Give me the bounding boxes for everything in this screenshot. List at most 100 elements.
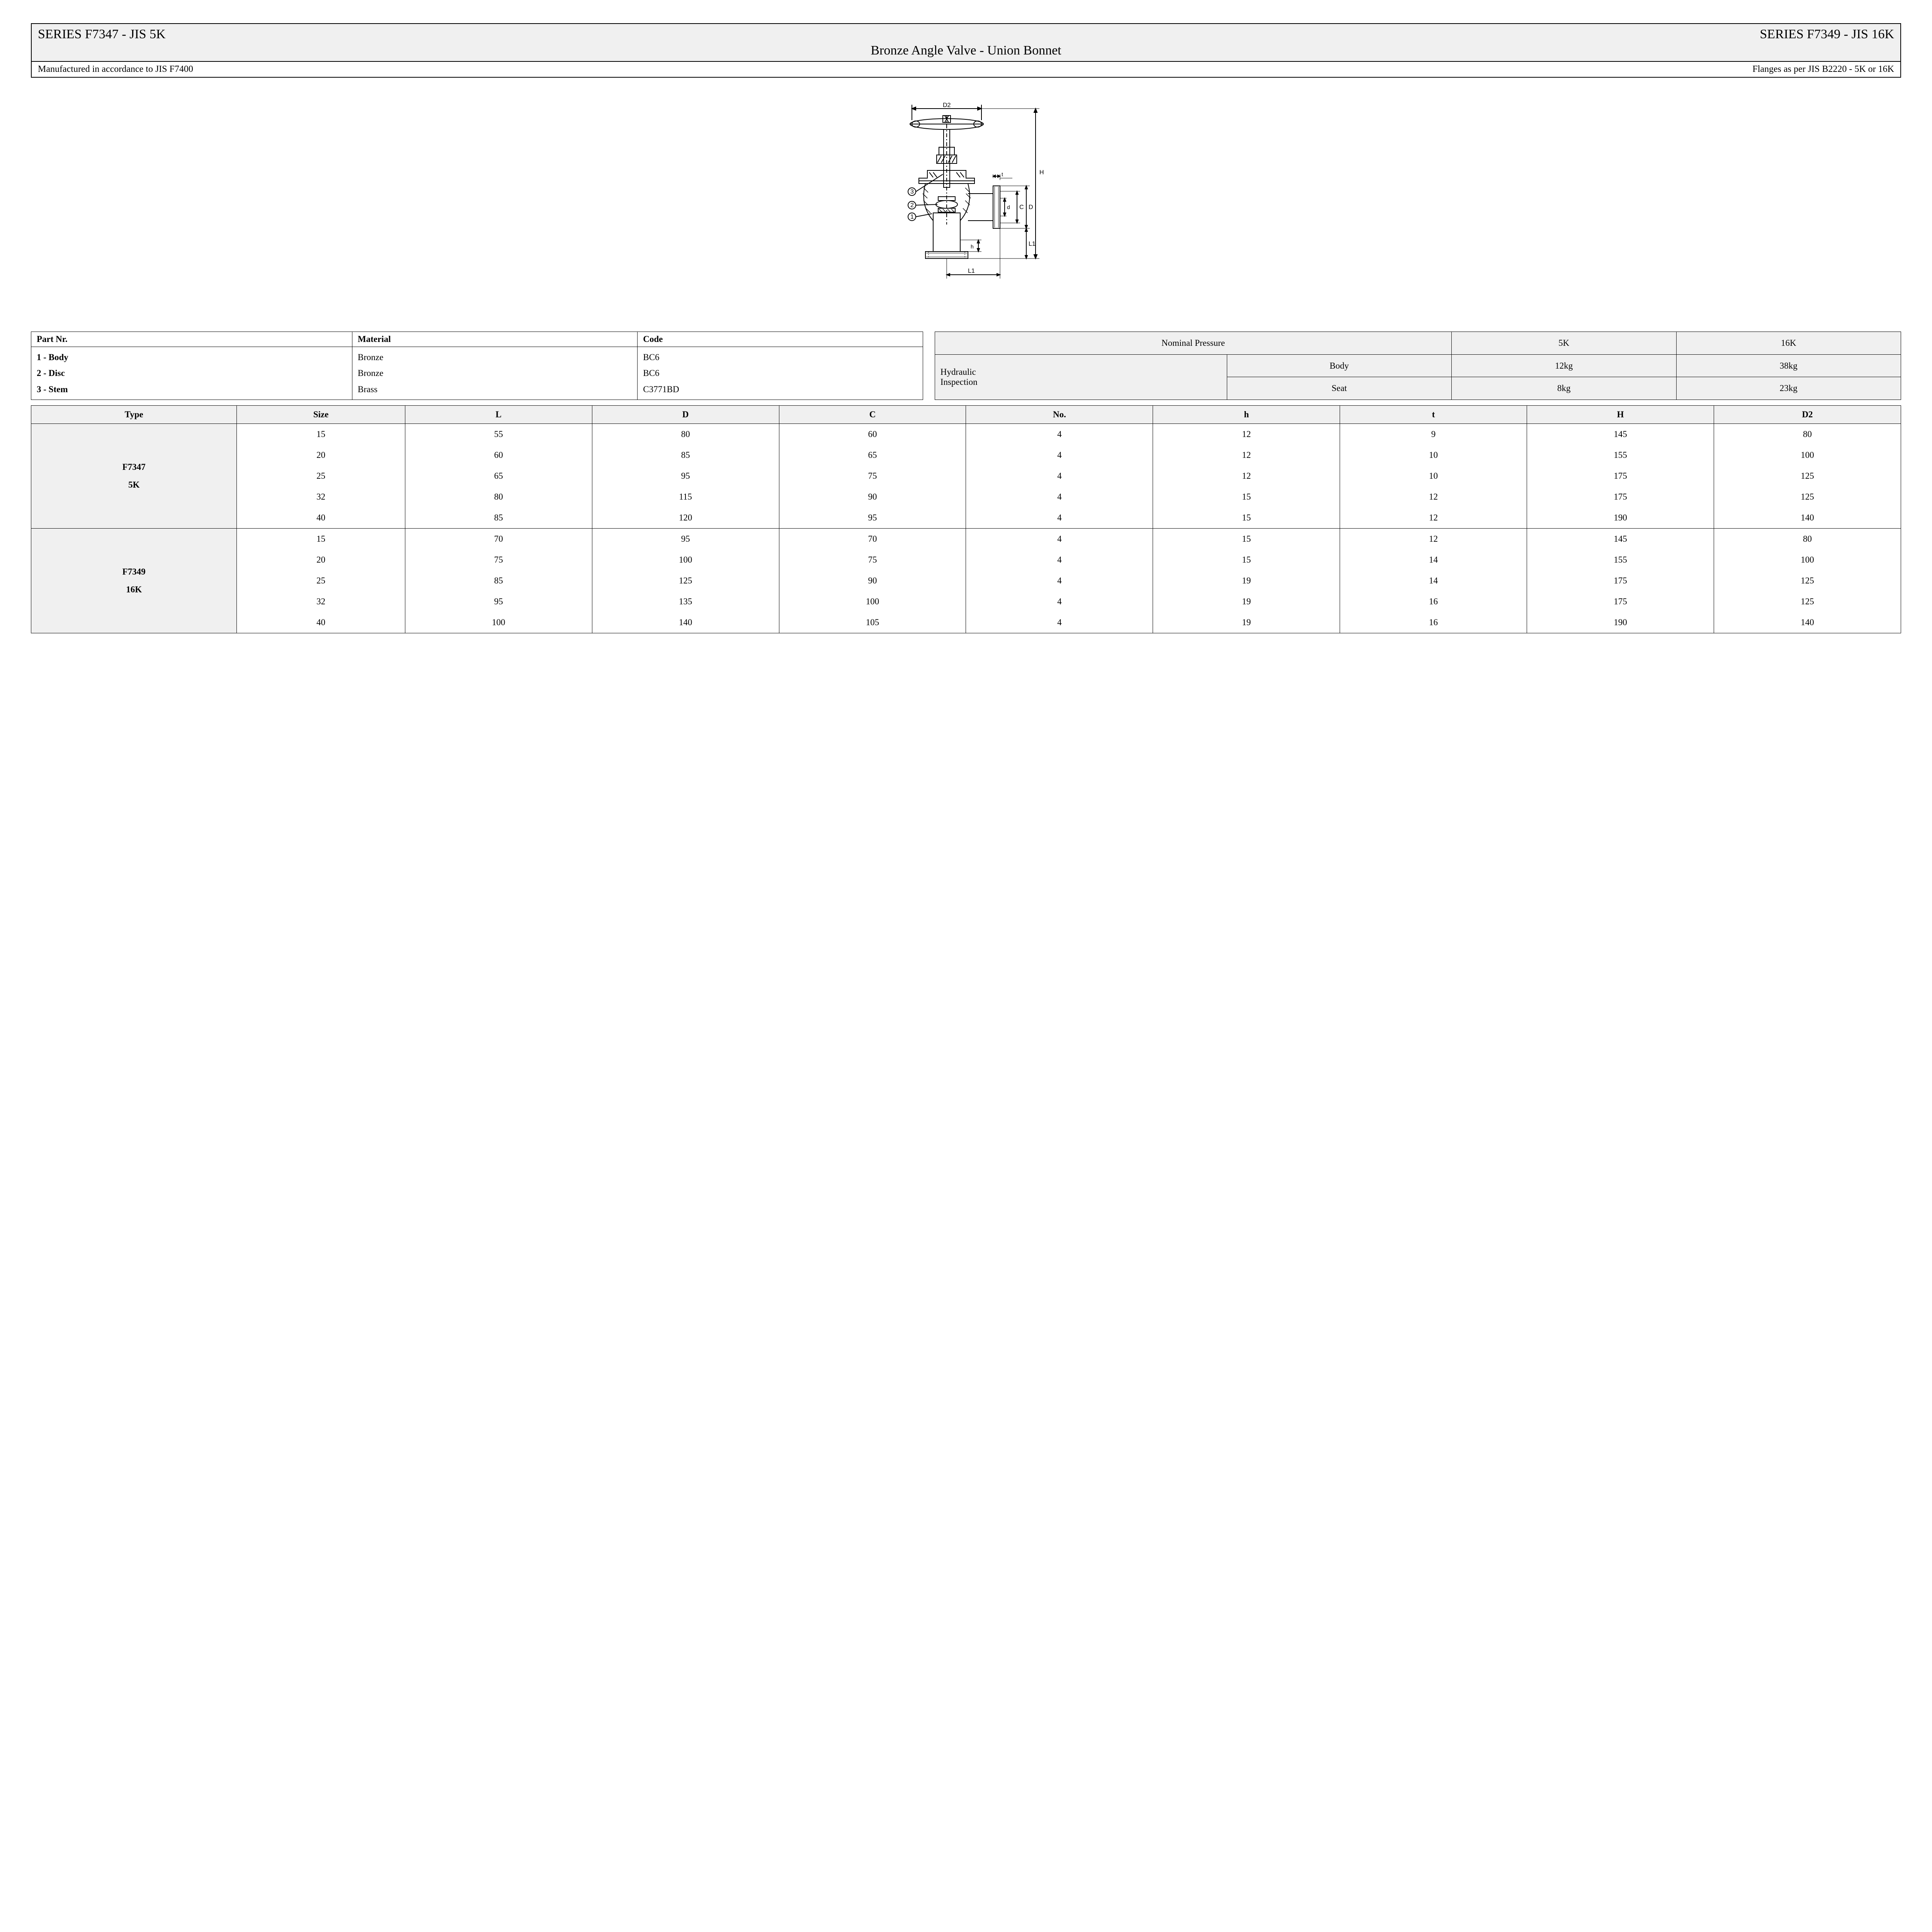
dim-cell: 4 bbox=[966, 486, 1153, 507]
dim-cell: 115 bbox=[592, 486, 779, 507]
parts-code-cell: BC6 BC6 C3771BD bbox=[638, 347, 923, 400]
notes-box: Manufactured in accordance to JIS F7400 … bbox=[31, 62, 1901, 78]
dim-cell: 90 bbox=[779, 570, 966, 591]
dim-cell: 55 bbox=[405, 424, 592, 445]
pressure-seat-16k: 23kg bbox=[1676, 377, 1901, 400]
dim-d2-label: D2 bbox=[943, 102, 951, 109]
table-row: F734916K157095704151214580 bbox=[31, 529, 1901, 550]
dim-cell: 85 bbox=[405, 507, 592, 529]
dim-cell: 100 bbox=[592, 549, 779, 570]
top-tables-row: Part Nr. Material Code 1 - Body 2 - Disc… bbox=[31, 332, 1901, 400]
dim-cell: 10 bbox=[1340, 466, 1527, 486]
dim-cell: 15 bbox=[237, 424, 405, 445]
callout-1: 1 bbox=[910, 214, 914, 220]
dim-cell: 12 bbox=[1153, 445, 1340, 466]
parts-table: Part Nr. Material Code 1 - Body 2 - Disc… bbox=[31, 332, 923, 400]
dims-header-row: Type Size L D C No. h t H D2 bbox=[31, 406, 1901, 424]
table-row: 20751007541514155100 bbox=[31, 549, 1901, 570]
pressure-col-16k: 16K bbox=[1676, 332, 1901, 355]
table-row: F73475K15558060412914580 bbox=[31, 424, 1901, 445]
dim-cell: 75 bbox=[779, 549, 966, 570]
dim-cell: 4 bbox=[966, 424, 1153, 445]
series-right: SERIES F7349 - JIS 16K bbox=[1760, 27, 1894, 42]
pressure-body-16k: 38kg bbox=[1676, 354, 1901, 377]
dim-cell: 175 bbox=[1527, 591, 1714, 612]
dim-cell: 19 bbox=[1153, 591, 1340, 612]
table-row: 32801159041512175125 bbox=[31, 486, 1901, 507]
dim-cell: 32 bbox=[237, 591, 405, 612]
dim-cell: 4 bbox=[966, 549, 1153, 570]
dim-cell: 15 bbox=[1153, 549, 1340, 570]
dim-cell: 125 bbox=[1714, 570, 1901, 591]
dim-cell: 65 bbox=[779, 445, 966, 466]
dim-cell: 140 bbox=[1714, 612, 1901, 633]
dim-cell: 40 bbox=[237, 612, 405, 633]
table-row: 4010014010541916190140 bbox=[31, 612, 1901, 633]
dim-cell: 80 bbox=[1714, 424, 1901, 445]
dim-cell: 4 bbox=[966, 570, 1153, 591]
dim-cell: 4 bbox=[966, 529, 1153, 550]
dim-cell: 15 bbox=[1153, 486, 1340, 507]
dim-cell: 85 bbox=[405, 570, 592, 591]
dim-cell: 100 bbox=[405, 612, 592, 633]
dim-cell: 60 bbox=[405, 445, 592, 466]
pressure-group-label: Hydraulic Inspection bbox=[935, 354, 1227, 400]
type-cell: F73475K bbox=[31, 424, 237, 529]
dim-cell: 12 bbox=[1340, 529, 1527, 550]
dim-cell: 4 bbox=[966, 612, 1153, 633]
callout-3: 3 bbox=[910, 189, 914, 195]
dim-cell: 145 bbox=[1527, 424, 1714, 445]
dim-cell: 25 bbox=[237, 570, 405, 591]
parts-header-code: Code bbox=[638, 332, 923, 347]
dim-cell: 14 bbox=[1340, 549, 1527, 570]
dim-cell: 20 bbox=[237, 549, 405, 570]
dim-cell: 100 bbox=[779, 591, 966, 612]
dim-cell: 120 bbox=[592, 507, 779, 529]
dim-cell: 20 bbox=[237, 445, 405, 466]
dim-cell: 125 bbox=[1714, 466, 1901, 486]
dim-h-label: H bbox=[1039, 169, 1044, 176]
dim-cell: 4 bbox=[966, 466, 1153, 486]
dim-cell: 70 bbox=[779, 529, 966, 550]
dim-t-label: t bbox=[1002, 171, 1003, 177]
dim-cell: 10 bbox=[1340, 445, 1527, 466]
dim-cell: 9 bbox=[1340, 424, 1527, 445]
dim-cell: 12 bbox=[1153, 466, 1340, 486]
dim-cell: 12 bbox=[1340, 507, 1527, 529]
pressure-table: Nominal Pressure 5K 16K Hydraulic Inspec… bbox=[935, 332, 1901, 400]
dim-cell: 16 bbox=[1340, 591, 1527, 612]
dim-cell: 95 bbox=[779, 507, 966, 529]
table-row: 2060856541210155100 bbox=[31, 445, 1901, 466]
dim-cell: 16 bbox=[1340, 612, 1527, 633]
parts-header-material: Material bbox=[352, 332, 637, 347]
table-row: 329513510041916175125 bbox=[31, 591, 1901, 612]
dim-cell: 100 bbox=[1714, 549, 1901, 570]
dim-cell: 75 bbox=[405, 549, 592, 570]
dim-cell: 40 bbox=[237, 507, 405, 529]
dim-cell: 100 bbox=[1714, 445, 1901, 466]
dim-cell: 125 bbox=[1714, 486, 1901, 507]
dim-cell: 145 bbox=[1527, 529, 1714, 550]
pressure-title: Nominal Pressure bbox=[935, 332, 1451, 355]
dim-cell: 95 bbox=[592, 529, 779, 550]
dim-cell: 155 bbox=[1527, 549, 1714, 570]
dim-cell: 4 bbox=[966, 507, 1153, 529]
subtitle: Bronze Angle Valve - Union Bonnet bbox=[38, 43, 1894, 58]
dim-cell: 155 bbox=[1527, 445, 1714, 466]
series-left: SERIES F7347 - JIS 5K bbox=[38, 27, 166, 42]
pressure-row-body-label: Body bbox=[1227, 354, 1451, 377]
dim-cell: 60 bbox=[779, 424, 966, 445]
dim-cell: 175 bbox=[1527, 466, 1714, 486]
type-cell: F734916K bbox=[31, 529, 237, 633]
pressure-seat-5k: 8kg bbox=[1452, 377, 1676, 400]
dim-cell: 75 bbox=[779, 466, 966, 486]
dim-cell: 32 bbox=[237, 486, 405, 507]
dim-d-label: d bbox=[1007, 204, 1010, 210]
parts-nr-cell: 1 - Body 2 - Disc 3 - Stem bbox=[31, 347, 352, 400]
parts-header-nr: Part Nr. bbox=[31, 332, 352, 347]
dimensions-table: Type Size L D C No. h t H D2 F73475K1555… bbox=[31, 405, 1901, 633]
dim-cell: 135 bbox=[592, 591, 779, 612]
dim-l1bottom-label: L1 bbox=[968, 268, 975, 274]
dim-cell: 4 bbox=[966, 591, 1153, 612]
dim-cell: 12 bbox=[1153, 424, 1340, 445]
